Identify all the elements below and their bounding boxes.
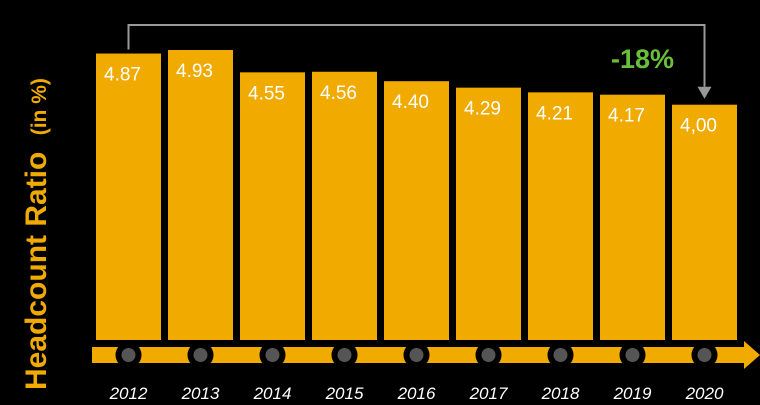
wheel-hub-2016 <box>409 348 424 362</box>
bar-2017 <box>456 87 521 340</box>
value-label-2017: 4.29 <box>464 99 501 120</box>
value-label-2018: 4.21 <box>536 103 573 124</box>
bar-2018 <box>528 92 593 341</box>
x-tick-label-2014: 2014 <box>253 384 292 403</box>
y-axis-label: Headcount Ratio (in %) <box>20 78 53 390</box>
bracket-line <box>127 24 706 87</box>
wheel-hub-2015 <box>337 348 352 362</box>
wheel-hub-2013 <box>193 348 208 362</box>
value-label-2013: 4.93 <box>176 61 213 82</box>
axis-layer: 2012 2013 2014 2015 2016 2017 2018 2019 2020 <box>92 341 760 403</box>
x-tick-label-2017: 2017 <box>469 384 508 403</box>
value-label-2016: 4.40 <box>392 92 429 113</box>
bar-2012 <box>96 53 161 340</box>
value-label-2020: 4,00 <box>680 116 717 137</box>
x-tick-label-2012: 2012 <box>109 384 148 403</box>
value-label-2012: 4.87 <box>104 65 141 86</box>
x-tick-label-2020: 2020 <box>685 384 724 403</box>
value-label-2014: 4.55 <box>248 83 285 104</box>
bar-2020 <box>672 104 737 341</box>
y-axis-label-unit: (in %) <box>28 78 51 135</box>
bar-2015 <box>312 71 377 340</box>
x-tick-label-2016: 2016 <box>397 384 436 403</box>
bar-2016 <box>384 81 449 341</box>
wheel-hub-2017 <box>481 348 496 362</box>
bar-2019 <box>600 94 665 341</box>
wheel-hub-2014 <box>265 348 280 362</box>
wheel-hub-2020 <box>697 348 712 362</box>
x-tick-label-2013: 2013 <box>181 384 220 403</box>
y-axis-label-main: Headcount Ratio <box>20 152 53 390</box>
bar-2013 <box>168 50 233 340</box>
wheel-hub-2019 <box>625 348 640 362</box>
wheel-hub-2012 <box>121 348 136 362</box>
x-tick-label-2015: 2015 <box>325 384 364 403</box>
value-label-2019: 4.17 <box>608 106 645 127</box>
x-tick-label-2019: 2019 <box>613 384 652 403</box>
x-axis-arrowhead <box>744 341 760 369</box>
x-tick-label-2018: 2018 <box>541 384 580 403</box>
bracket-arrowhead <box>697 86 712 99</box>
change-annotation: -18% <box>611 44 674 74</box>
wheel-hub-2018 <box>553 348 568 362</box>
bar-2014 <box>240 72 305 341</box>
value-label-2015: 4.56 <box>320 83 357 104</box>
bars-layer: 4.87 4.93 4.55 4.56 4.40 4.29 4.21 4.17 4,00 <box>96 50 737 341</box>
change-bracket: -18% <box>127 24 712 99</box>
